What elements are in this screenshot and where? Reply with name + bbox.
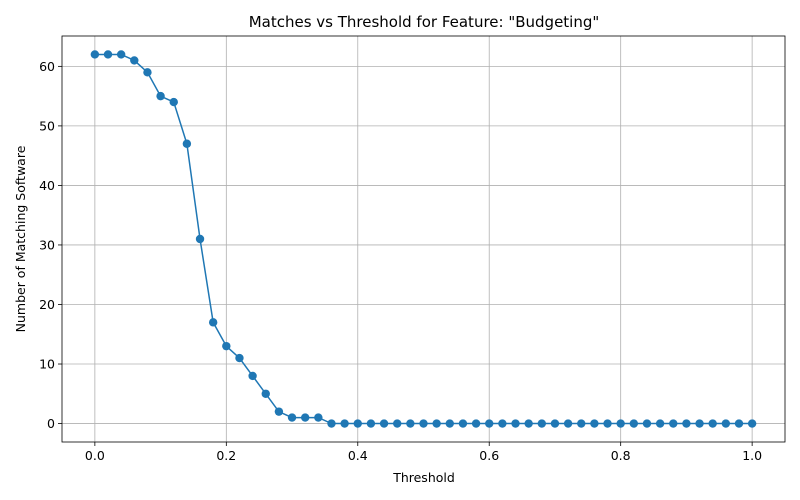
chart-title: Matches vs Threshold for Feature: "Budge… — [249, 13, 600, 31]
data-point — [695, 419, 704, 428]
x-tick-label: 0.4 — [348, 448, 368, 463]
data-point — [235, 353, 244, 363]
data-point — [103, 50, 113, 59]
data-point — [300, 413, 310, 422]
data-point — [90, 50, 100, 59]
data-point — [366, 419, 376, 428]
data-point — [222, 341, 231, 351]
data-point — [261, 389, 270, 398]
data-point — [734, 419, 744, 428]
x-tick-label: 0.0 — [85, 448, 105, 463]
axis-ticks: 0.0 0.2 0.4 0.6 0.8 1.0 0 10 20 30 40 50 60 — [39, 59, 762, 463]
data-point — [511, 419, 520, 428]
data-point — [248, 371, 257, 381]
data-point — [156, 91, 165, 101]
y-tick-label: 60 — [39, 59, 55, 74]
data-point — [550, 419, 560, 428]
data-point — [642, 419, 652, 428]
x-tick-label: 1.0 — [742, 448, 762, 463]
data-point — [577, 419, 586, 428]
data-point — [287, 413, 297, 422]
data-point — [708, 419, 717, 428]
y-tick-label: 10 — [39, 357, 55, 372]
data-point — [116, 50, 126, 59]
data-point — [458, 419, 468, 428]
data-point — [603, 419, 612, 428]
x-axis-label: Threshold — [392, 470, 455, 485]
data-point — [485, 419, 494, 428]
data-point — [590, 419, 599, 428]
series-layer — [90, 50, 757, 428]
data-point — [537, 419, 547, 428]
data-point — [432, 419, 441, 428]
data-point — [629, 419, 639, 428]
y-tick-label: 40 — [39, 178, 55, 193]
data-point — [379, 419, 389, 428]
x-tick-label: 0.8 — [611, 448, 631, 463]
grid-lines — [62, 36, 785, 442]
data-point — [208, 318, 218, 327]
data-point — [498, 419, 507, 428]
data-point — [327, 419, 336, 428]
data-point — [340, 419, 349, 428]
data-point — [682, 419, 691, 428]
x-tick-label: 0.2 — [216, 448, 236, 463]
data-point — [524, 419, 533, 428]
data-point — [353, 419, 362, 428]
y-axis-label: Number of Matching Software — [13, 145, 28, 332]
data-point — [471, 419, 481, 428]
data-point — [143, 68, 152, 77]
data-point — [274, 407, 284, 416]
data-point — [747, 419, 757, 428]
plot-area-frame — [61, 35, 786, 443]
data-point — [314, 413, 323, 422]
data-point — [563, 419, 573, 428]
data-point — [393, 419, 402, 428]
y-tick-label: 20 — [39, 297, 55, 312]
data-point — [130, 56, 139, 65]
data-point — [195, 234, 205, 244]
series-line — [94, 53, 753, 425]
data-point — [419, 419, 428, 428]
x-tick-label: 0.6 — [479, 448, 499, 463]
data-point — [616, 419, 625, 428]
data-point — [445, 419, 454, 428]
data-point — [669, 419, 678, 428]
y-tick-label: 50 — [39, 118, 55, 133]
data-point — [721, 419, 731, 428]
y-tick-label: 0 — [47, 416, 55, 431]
data-point — [406, 419, 415, 428]
data-point — [182, 139, 192, 148]
data-point — [169, 97, 178, 107]
y-tick-label: 30 — [39, 237, 55, 252]
data-point — [655, 419, 665, 428]
